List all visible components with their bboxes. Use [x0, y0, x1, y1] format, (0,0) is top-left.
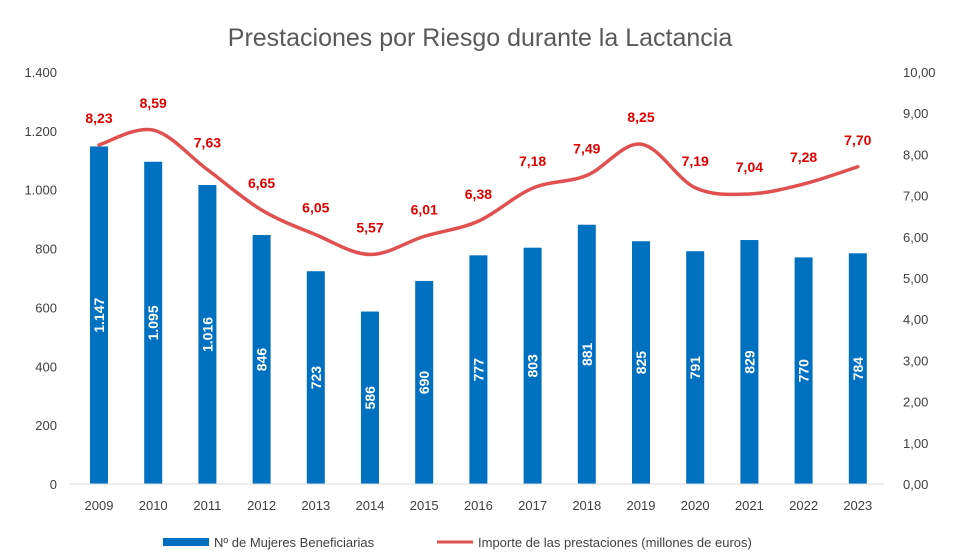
- right-tick-label: 8,00: [903, 147, 928, 162]
- bar-series: 1.147 1.095 1.016 846 723 586 690 777 803 881 825 7…: [90, 146, 867, 484]
- bar-data-label: 829: [741, 350, 757, 374]
- bar-data-label: 846: [254, 348, 270, 372]
- legend-bar-swatch: [163, 538, 209, 546]
- bar: [686, 251, 705, 484]
- x-tick-label: 2019: [627, 498, 656, 513]
- left-tick-label: 800: [35, 242, 57, 257]
- bar: [523, 247, 542, 484]
- left-tick-label: 1.000: [24, 183, 57, 198]
- bar-data-label: 1.016: [199, 317, 215, 352]
- bar-data-label: 586: [362, 386, 378, 410]
- line-data-label: 6,05: [302, 200, 329, 216]
- line-data-label: 7,49: [573, 140, 600, 156]
- left-tick-label: 0: [50, 477, 57, 492]
- right-tick-label: 1,00: [903, 436, 928, 451]
- x-tick-label: 2009: [85, 498, 114, 513]
- bar-data-label: 825: [633, 351, 649, 375]
- bar-data-label: 723: [308, 366, 324, 390]
- bar-data-label: 1.095: [145, 305, 161, 340]
- bar-data-label: 690: [416, 371, 432, 395]
- bar-data-label: 784: [850, 357, 866, 381]
- line-data-label: 8,23: [85, 110, 112, 126]
- left-tick-label: 600: [35, 300, 57, 315]
- bar: [144, 161, 163, 484]
- bar: [632, 241, 650, 484]
- bar: [740, 240, 759, 484]
- line-data-label: 7,19: [682, 153, 709, 169]
- bar: [361, 311, 379, 484]
- x-tick-label: 2014: [356, 498, 385, 513]
- bar: [252, 235, 271, 484]
- legend: Nº de Mujeres Beneficiarias Importe de l…: [163, 535, 752, 550]
- left-tick-label: 400: [35, 359, 57, 374]
- line-series: 8,23 8,59 7,63 6,65 6,05 5,57 6,01 6,38 7,18 7,49…: [85, 95, 872, 257]
- bar: [577, 224, 596, 484]
- line-data-label: 5,57: [356, 220, 383, 236]
- x-tick-label: 2011: [193, 498, 221, 513]
- x-tick-label: 2012: [247, 498, 276, 513]
- left-tick-label: 1.400: [24, 65, 57, 80]
- line-data-label: 7,63: [194, 135, 221, 151]
- chart-title: Prestaciones por Riesgo durante la Lacta…: [228, 24, 733, 52]
- bar: [848, 253, 867, 484]
- line-data-label: 7,18: [519, 153, 546, 169]
- right-tick-label: 2,00: [903, 395, 928, 410]
- bar-data-label: 777: [470, 358, 486, 382]
- bar: [90, 146, 108, 484]
- left-tick-label: 200: [35, 418, 57, 433]
- line-data-label: 6,38: [465, 186, 492, 202]
- line-data-label: 6,01: [411, 201, 438, 217]
- x-tick-label: 2020: [681, 498, 710, 513]
- right-tick-label: 7,00: [903, 189, 928, 204]
- line-data-label: 6,65: [248, 175, 275, 191]
- line-data-label: 8,25: [627, 109, 654, 125]
- bar-data-label: 881: [579, 342, 595, 366]
- line-data-label: 8,59: [140, 95, 167, 111]
- right-tick-label: 5,00: [903, 271, 928, 286]
- right-axis: 0,00 1,00 2,00 3,00 4,00 5,00 6,00 7,00 8,00 9,00…: [903, 65, 936, 492]
- right-tick-label: 3,00: [903, 353, 928, 368]
- left-tick-label: 1.200: [24, 124, 57, 139]
- x-tick-label: 2013: [301, 498, 330, 513]
- x-tick-label: 2017: [518, 498, 547, 513]
- right-tick-label: 0,00: [903, 477, 928, 492]
- x-tick-label: 2018: [572, 498, 601, 513]
- x-axis: 2009 2010 2011 2012 2013 2014 2015 2016 2017 2018…: [70, 483, 884, 513]
- left-axis: 0 200 400 600 800 1.000 1.200 1.400: [24, 65, 57, 492]
- x-tick-label: 2023: [843, 498, 872, 513]
- bar: [415, 280, 434, 484]
- right-tick-label: 10,00: [903, 65, 936, 80]
- bar: [306, 271, 325, 484]
- right-tick-label: 4,00: [903, 312, 928, 327]
- line-data-label: 7,28: [790, 149, 817, 165]
- right-tick-label: 6,00: [903, 230, 928, 245]
- bar: [469, 255, 488, 484]
- line-data-label: 7,04: [736, 159, 763, 175]
- x-tick-label: 2022: [789, 498, 818, 513]
- right-tick-label: 9,00: [903, 106, 928, 121]
- bar-data-label: 791: [687, 356, 703, 380]
- legend-bar-label: Nº de Mujeres Beneficiarias: [214, 535, 375, 550]
- line-data-label: 7,70: [844, 132, 871, 148]
- x-tick-label: 2015: [410, 498, 439, 513]
- bar-data-label: 770: [796, 359, 812, 383]
- importe-line: [97, 127, 860, 257]
- legend-line-label: Importe de las prestaciones (millones de…: [478, 535, 752, 550]
- bar: [198, 185, 217, 484]
- x-tick-label: 2016: [464, 498, 493, 513]
- x-tick-label: 2021: [735, 498, 764, 513]
- bar-data-label: 1.147: [91, 298, 107, 333]
- bar: [794, 257, 813, 484]
- x-tick-label: 2010: [139, 498, 168, 513]
- bar-data-label: 803: [525, 354, 541, 378]
